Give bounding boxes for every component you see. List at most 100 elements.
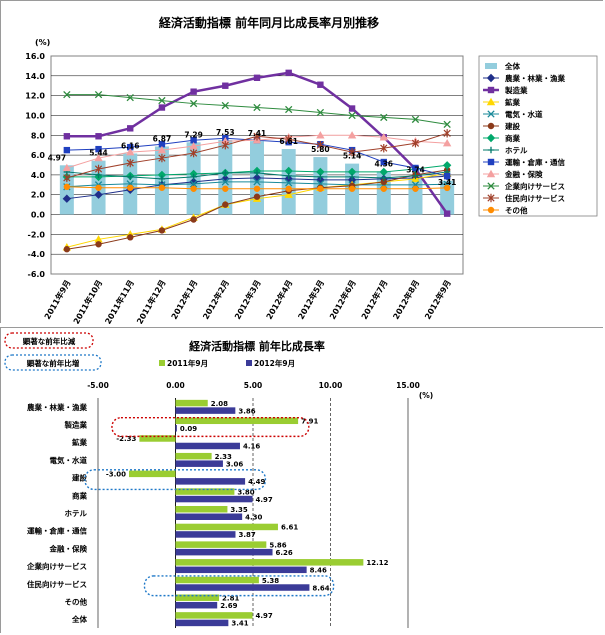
series-point bbox=[63, 133, 71, 140]
series-point bbox=[95, 241, 102, 248]
legend-marker bbox=[487, 86, 495, 94]
legend-label: 製造業 bbox=[504, 85, 528, 95]
bar-data-label: 5.14 bbox=[343, 152, 362, 161]
legend-marker bbox=[487, 158, 495, 166]
legend-label: 建設 bbox=[504, 121, 520, 131]
series-point bbox=[95, 145, 102, 153]
series-group bbox=[63, 90, 451, 129]
category-label: 住民向けサービス bbox=[27, 579, 87, 589]
series-point bbox=[126, 147, 135, 156]
category-label: 製造業 bbox=[64, 420, 88, 430]
series-point bbox=[285, 172, 292, 180]
bar-total bbox=[408, 177, 423, 215]
bar-2012 bbox=[175, 442, 240, 450]
bar-data-label: 4.36 bbox=[375, 159, 394, 168]
bar-data-label: 7.53 bbox=[216, 128, 235, 137]
series-point bbox=[222, 82, 229, 89]
y-tick-label: 4.0 bbox=[31, 171, 46, 180]
bar-data-label: -2.33 bbox=[116, 435, 136, 443]
bar-data-label: 4.16 bbox=[243, 443, 260, 451]
category-label: 運輸・倉庫・通信 bbox=[27, 526, 87, 536]
legend-marker bbox=[487, 206, 495, 214]
bar-data-label: 3.74 bbox=[406, 165, 425, 174]
series-point bbox=[443, 120, 451, 129]
series-point bbox=[443, 184, 451, 192]
series-point bbox=[190, 88, 197, 95]
series-point bbox=[127, 234, 134, 241]
bar-total bbox=[440, 180, 455, 215]
series-point bbox=[380, 143, 388, 153]
legend-label: 2012年9月 bbox=[254, 358, 295, 368]
bar-data-label: 4.97 bbox=[256, 496, 273, 504]
y-tick-label: -2.0 bbox=[28, 230, 46, 239]
y-tick-label: 2.0 bbox=[31, 191, 46, 200]
series-point bbox=[127, 143, 134, 151]
y-tick-label: 6.0 bbox=[31, 151, 46, 160]
annotation-increase-box bbox=[4, 354, 102, 371]
bar-data-label: 4.30 bbox=[245, 514, 262, 522]
bar-data-label: 5.86 bbox=[269, 541, 286, 549]
legend-marker bbox=[487, 182, 495, 190]
legend-marker bbox=[487, 110, 495, 118]
bar-data-label: 4.97 bbox=[48, 153, 67, 162]
series-point bbox=[253, 132, 261, 141]
series-point bbox=[284, 166, 293, 176]
bar-data-label: 8.46 bbox=[310, 567, 327, 575]
bar-2011 bbox=[129, 470, 176, 478]
bar-data-label: 6.26 bbox=[276, 549, 293, 557]
series-point bbox=[127, 173, 134, 181]
bar-data-label: 3.41 bbox=[231, 620, 248, 628]
horizontal-bar-chart-panel: 顕著な前年比減 顕著な前年比増 経済活動指標 前年比成長率 2011年9月 2012年9… bbox=[0, 327, 604, 634]
bar-2012 bbox=[175, 425, 177, 432]
series-point bbox=[126, 93, 134, 102]
series-point bbox=[126, 158, 134, 168]
series-point bbox=[284, 190, 293, 198]
series-point bbox=[62, 194, 72, 203]
series-point bbox=[63, 90, 71, 99]
bar-data-label: 6.61 bbox=[279, 137, 298, 146]
bar-data-label: 5.80 bbox=[311, 145, 330, 154]
bar-2012 bbox=[175, 601, 218, 609]
bar-data-label: 2.08 bbox=[211, 400, 228, 408]
series-point bbox=[317, 185, 324, 192]
bar-data-label: 6.61 bbox=[281, 524, 298, 532]
bar-data-label: 7.91 bbox=[301, 418, 318, 426]
bar-data-label: 0.09 bbox=[180, 425, 197, 433]
bar-data-label: -3.00 bbox=[106, 471, 126, 479]
bar-data-label: 7.29 bbox=[184, 130, 203, 139]
series-point bbox=[222, 169, 229, 177]
series-point bbox=[253, 103, 261, 112]
bar-data-label: 3.80 bbox=[237, 488, 254, 496]
bar-2012 bbox=[175, 460, 223, 467]
series-point bbox=[63, 146, 71, 154]
legend-label: 全体 bbox=[504, 61, 520, 71]
bar-data-label: 3.35 bbox=[230, 506, 247, 514]
series-point bbox=[221, 174, 230, 184]
series-point bbox=[285, 135, 293, 144]
legend-marker bbox=[487, 193, 495, 203]
annotation-decrease-label: 顕著な前年比減 bbox=[23, 336, 76, 346]
series-point bbox=[95, 184, 102, 191]
series-point bbox=[62, 163, 72, 172]
series-point bbox=[253, 178, 261, 186]
series-point bbox=[411, 115, 420, 124]
chart-background bbox=[1, 328, 604, 634]
y-tick-label: 10.0 bbox=[25, 111, 45, 120]
bar-2011 bbox=[175, 612, 253, 619]
bar-2011 bbox=[139, 435, 176, 442]
bar-data-label: 3.06 bbox=[226, 460, 243, 468]
series-point bbox=[158, 184, 166, 191]
series-point bbox=[63, 246, 71, 253]
bar-data-label: 6.87 bbox=[153, 134, 172, 143]
series-point bbox=[189, 141, 198, 150]
series-point bbox=[189, 180, 198, 188]
category-label: 商業 bbox=[72, 490, 87, 500]
series-point bbox=[412, 164, 419, 172]
bar-2012 bbox=[175, 619, 229, 627]
bar-2011 bbox=[175, 399, 208, 407]
bar-data-label: 12.12 bbox=[366, 559, 388, 567]
series-point bbox=[222, 201, 229, 208]
series-point bbox=[316, 131, 325, 139]
unit-label: (%) bbox=[419, 391, 433, 400]
category-label: 企業向けサービス bbox=[26, 561, 87, 571]
